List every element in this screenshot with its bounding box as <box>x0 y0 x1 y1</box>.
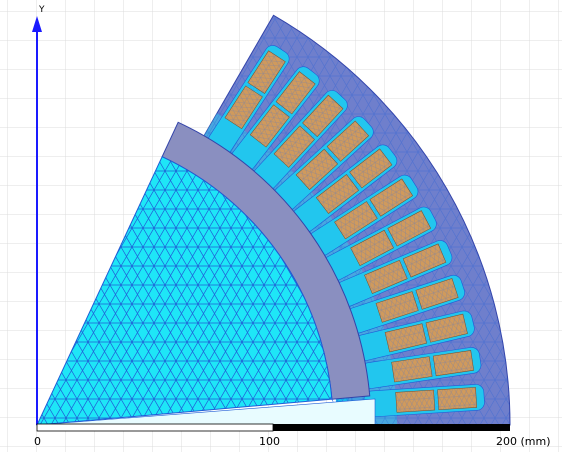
scale-bar-white <box>37 424 273 431</box>
page: Y 0 100 200 (mm) (() => { const data = J… <box>0 0 562 452</box>
scale-bar-black <box>273 424 510 431</box>
scale-label: 0 <box>34 435 41 448</box>
axis-label: Y <box>38 5 45 15</box>
model-view: Y 0 100 200 (mm) <box>0 0 562 452</box>
scale-label: 100 <box>259 435 280 448</box>
scale-label: 200 (mm) <box>496 435 551 448</box>
